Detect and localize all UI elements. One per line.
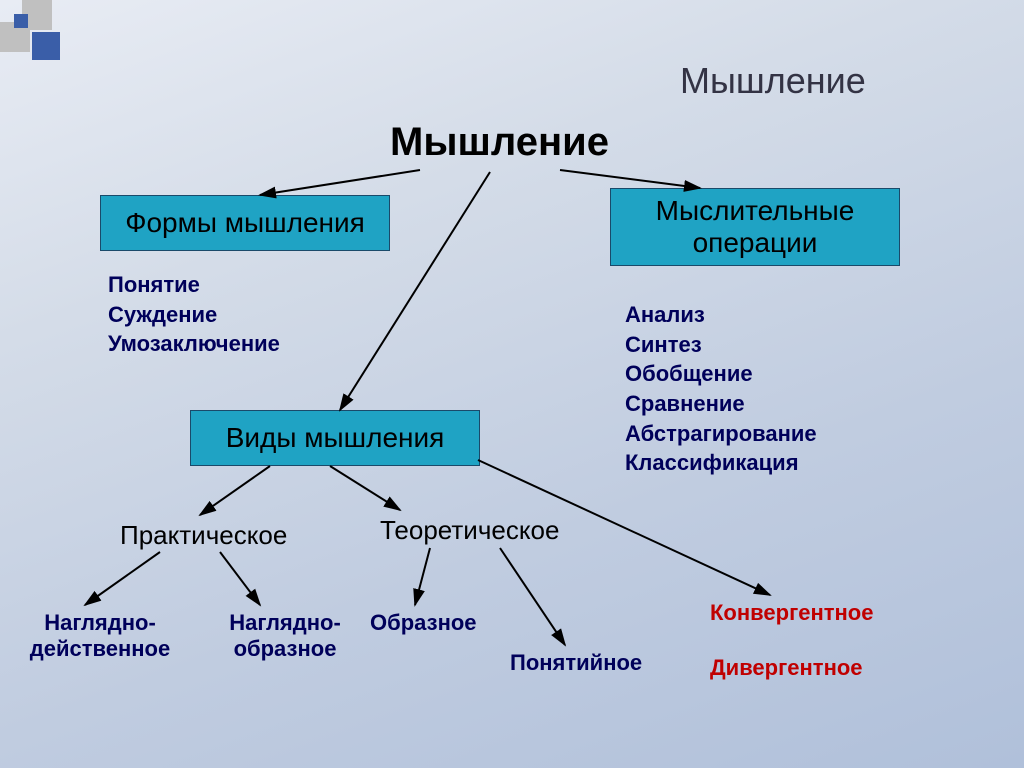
operations-list-item: Классификация: [625, 448, 817, 478]
theoretical-label: Теоретическое: [380, 515, 559, 546]
slide-title: Мышление: [680, 60, 866, 102]
leaf-visual-action: Наглядно-действенное: [0, 610, 200, 663]
leaf-figurative: Образное: [370, 610, 477, 636]
forms-box: Формы мышления: [100, 195, 390, 251]
forms-list: ПонятиеСуждениеУмозаключение: [108, 270, 280, 359]
leaf-divergent: Дивергентное: [710, 655, 863, 681]
types-box: Виды мышления: [190, 410, 480, 466]
leaf-conceptual: Понятийное: [510, 650, 642, 676]
leaf-convergent: Конвергентное: [710, 600, 874, 626]
operations-list-item: Обобщение: [625, 359, 817, 389]
operations-list-item: Анализ: [625, 300, 817, 330]
root-node: Мышление: [390, 120, 609, 165]
operations-list-item: Синтез: [625, 330, 817, 360]
operations-list-item: Абстрагирование: [625, 419, 817, 449]
corner-decoration: [0, 0, 70, 70]
forms-list-item: Понятие: [108, 270, 280, 300]
operations-list-item: Сравнение: [625, 389, 817, 419]
leaf-visual-figurative: Наглядно-образное: [210, 610, 360, 663]
forms-list-item: Умозаключение: [108, 329, 280, 359]
practical-label: Практическое: [120, 520, 287, 551]
forms-list-item: Суждение: [108, 300, 280, 330]
operations-box-label: Мыслительные операции: [621, 195, 889, 259]
operations-list: АнализСинтезОбобщениеСравнениеАбстрагиро…: [625, 300, 817, 478]
operations-box: Мыслительные операции: [610, 188, 900, 266]
